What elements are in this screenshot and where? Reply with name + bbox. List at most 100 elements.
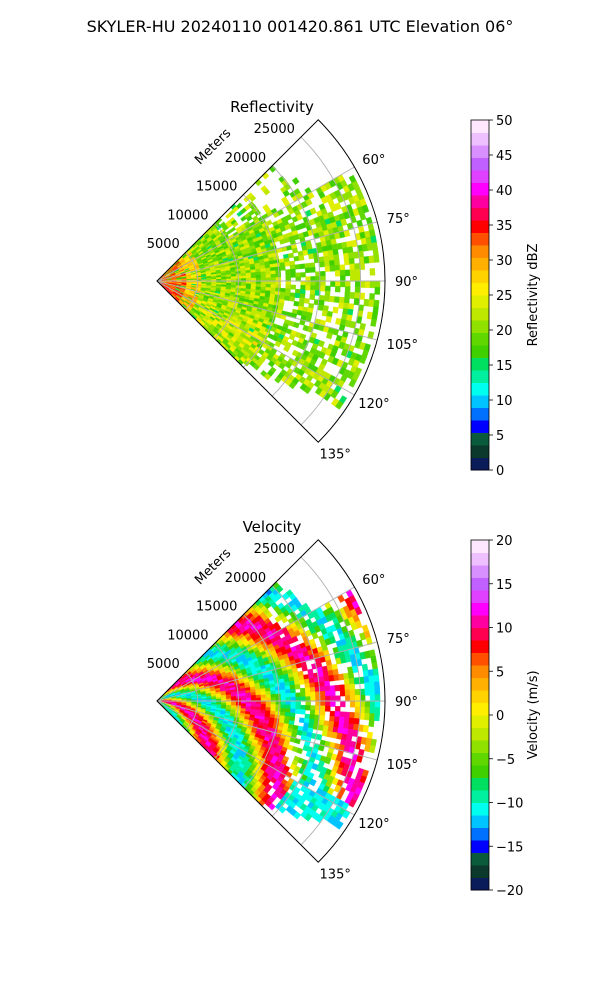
velocity-cell [324, 705, 331, 712]
velocity-colorbar-segment [471, 740, 489, 753]
velocity-cell [305, 700, 311, 707]
reflectivity-cell [229, 226, 237, 233]
reflectivity-cell [305, 285, 311, 291]
velocity-cell [369, 681, 375, 690]
velocity-colorbar-segment [471, 552, 489, 566]
velocity-colorbar-segment [471, 752, 489, 766]
velocity-colorbar-label: Velocity (m/s) [526, 670, 541, 759]
reflectivity-colorbar-segment [471, 295, 489, 308]
velocity-colorbar-segment [471, 577, 489, 591]
reflectivity-colorbar-segment [471, 432, 489, 446]
reflectivity-r-tick-label: 10000 [167, 208, 208, 223]
velocity-cell [334, 684, 341, 692]
velocity-cell [294, 684, 301, 690]
reflectivity-cell [284, 261, 291, 267]
velocity-colorbar-segment [471, 565, 489, 578]
reflectivity-cell [293, 321, 300, 329]
velocity-cell [354, 688, 361, 696]
reflectivity-colorbar-segment [471, 457, 489, 471]
reflectivity-cell [320, 280, 326, 287]
reflectivity-colorbar-label: Reflectivity dBZ [526, 244, 541, 347]
velocity-cell [354, 700, 361, 708]
velocity-cell [325, 690, 331, 697]
velocity-cell [295, 692, 301, 698]
velocity-colorbar-segment [471, 802, 489, 816]
velocity-colorbar-segment [471, 590, 489, 603]
velocity-colorbar-segment [471, 727, 489, 741]
velocity-colorbar-segment [471, 765, 489, 778]
reflectivity-cell [343, 258, 350, 266]
velocity-cell [339, 684, 346, 692]
reflectivity-cell [232, 221, 239, 228]
reflectivity-cell [349, 269, 356, 277]
reflectivity-cell [261, 172, 270, 180]
reflectivity-cell [254, 179, 263, 187]
reflectivity-cell [359, 212, 367, 221]
reflectivity-colorbar-segment [471, 157, 489, 171]
velocity-theta-tick-label: 135° [320, 868, 351, 883]
reflectivity-cell [334, 264, 341, 272]
velocity-cell [333, 674, 340, 681]
reflectivity-cell [299, 263, 306, 270]
velocity-cell [374, 681, 380, 690]
velocity-colorbar-tick-label: 10 [496, 622, 513, 637]
velocity-colorbar-segment [471, 665, 489, 678]
reflectivity-cell [339, 264, 346, 272]
velocity-cell [369, 688, 376, 696]
reflectivity-colorbar-segment [471, 132, 489, 146]
velocity-r-tick-label: 15000 [196, 600, 237, 615]
velocity-colorbar-segment [471, 627, 489, 641]
reflectivity-colorbar-segment [471, 195, 489, 208]
velocity-panel: Velocity 5000 10000 15000 20000 25000 60° 75° 90… [147, 518, 541, 899]
reflectivity-colorbar-segment [471, 145, 489, 158]
velocity-cell [310, 691, 316, 698]
reflectivity-colorbar-tick-label: 35 [496, 219, 513, 234]
reflectivity-cell [283, 183, 292, 191]
reflectivity-cell [293, 300, 300, 307]
velocity-cell [330, 700, 336, 707]
velocity-cell [300, 692, 306, 698]
reflectivity-colorbar-segment [471, 182, 489, 196]
velocity-cell [305, 691, 311, 698]
reflectivity-colorbar-tick-label: 10 [496, 394, 513, 409]
velocity-colorbar-tick-label: 20 [496, 534, 513, 549]
velocity-cell [320, 700, 326, 707]
velocity-colorbar-segment [471, 865, 489, 878]
velocity-cell [369, 700, 376, 709]
reflectivity-cell [344, 269, 351, 277]
reflectivity-cell [319, 261, 326, 268]
reflectivity-cell [309, 266, 316, 273]
velocity-cell [350, 700, 356, 708]
reflectivity-cell [324, 265, 331, 272]
reflectivity-field [156, 165, 381, 410]
velocity-colorbar-segment [471, 540, 489, 553]
reflectivity-cell [279, 265, 286, 271]
reflectivity-colorbar-segment [471, 345, 489, 358]
reflectivity-cell [290, 272, 296, 278]
reflectivity-cell [320, 285, 326, 292]
velocity-colorbar-segment [471, 702, 489, 716]
velocity-cell [299, 709, 306, 715]
reflectivity-cell [325, 331, 333, 340]
velocity-theta-tick-label: 120° [358, 817, 389, 832]
reflectivity-r-tick-label: 15000 [196, 180, 237, 195]
velocity-cell [290, 692, 296, 698]
reflectivity-cell [354, 263, 361, 271]
velocity-cell [353, 677, 360, 685]
reflectivity-cell [349, 263, 356, 271]
reflectivity-cell [320, 270, 326, 277]
velocity-cell [373, 713, 380, 722]
reflectivity-colorbar-segment [471, 320, 489, 333]
velocity-colorbar-segment [471, 777, 489, 791]
reflectivity-colorbar-segment [471, 395, 489, 408]
reflectivity-cell [294, 292, 301, 299]
velocity-cell [369, 694, 376, 702]
reflectivity-colorbar-segment [471, 220, 489, 233]
velocity-cell [362, 724, 369, 733]
reflectivity-colorbar-tick-label: 40 [496, 184, 513, 199]
velocity-colorbar-segment [471, 790, 489, 803]
reflectivity-cell [305, 280, 311, 287]
velocity-colorbar-tick-label: −15 [496, 840, 523, 855]
reflectivity-cell [284, 295, 291, 301]
reflectivity-cell [324, 295, 331, 302]
